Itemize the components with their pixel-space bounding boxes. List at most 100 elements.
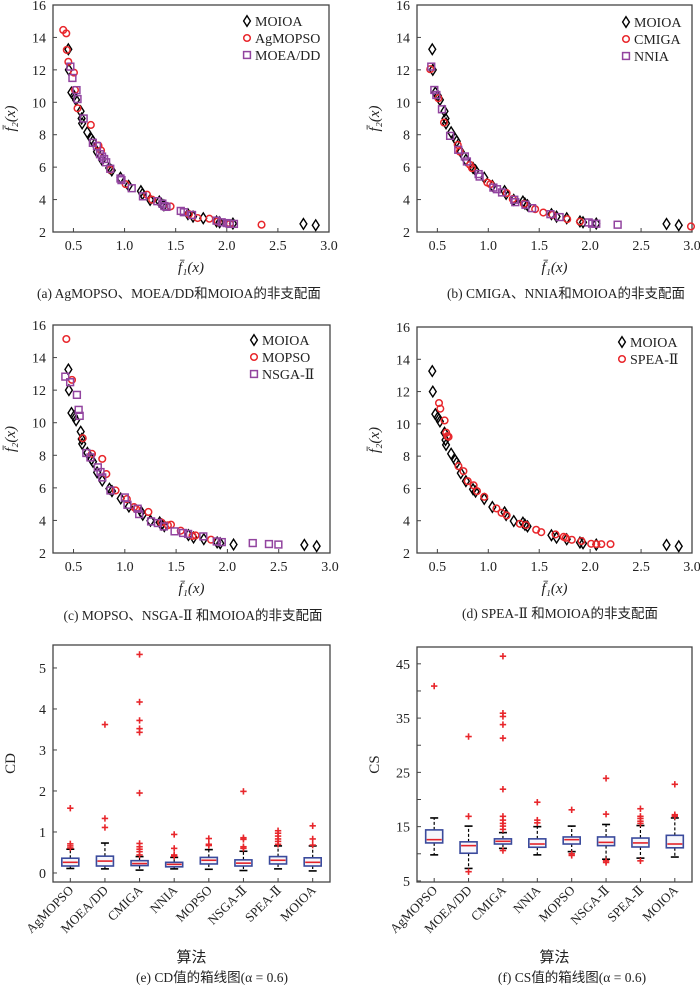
data-point-moioa [452,456,461,470]
data-point-cmiga [426,65,435,74]
data-point-spea [537,528,546,537]
data-point-nnia [613,220,622,229]
data-point-moea-dd [116,174,125,183]
data-point-agmopso [64,57,73,66]
data-point-moioa [311,218,320,232]
legend-label: CMIGA [634,33,682,48]
x-tick-label: 1.5 [167,560,185,575]
x-tick-label: 2.0 [219,560,237,575]
data-point-cmiga [575,217,585,226]
y-tick-label: 3 [39,744,46,759]
data-point-spea [480,492,489,501]
data-point-moea-dd [217,218,226,227]
y-tick-label: 14 [32,352,46,367]
x-tick-label: 3.0 [683,239,700,254]
y-tick-label: 35 [396,712,410,727]
data-point-moea-dd [212,216,221,225]
data-point-spea [444,432,453,441]
box-agmopso [61,804,80,870]
legend-item: MOIOA [249,333,310,349]
box-nnia [528,799,547,856]
data-point-cmiga [563,215,572,224]
data-point-nsga [98,473,107,482]
outlier-marker [136,698,143,706]
data-point-moea-dd [229,219,239,229]
outlier-marker [67,804,74,812]
y-tick-label: 4 [39,703,46,718]
data-point-moioa [428,364,437,378]
legend-marker-circle-icon [249,352,259,362]
y-tick-label: 12 [396,64,410,79]
y-tick-label: 5 [39,662,46,677]
data-point-nsga [217,537,226,547]
x-tick-label: 3.0 [683,560,700,575]
panel-b-pareto-front: 2 4 6 8 10 12 14 16 f̄₂(x) (b) CMIGA、NNIA和MOIOA的非… [367,0,700,301]
data-point-spea [587,539,596,548]
data-point-moioa [523,198,532,212]
data-point-moioa [98,473,107,488]
data-point-moioa [441,111,450,126]
plot-frame [52,644,331,883]
data-point-nsga [159,522,168,531]
x-tick-label: 1.0 [480,560,498,575]
legend-marker-diamond-icon [249,333,259,347]
data-point-nnia [454,145,463,154]
outlier-marker [205,835,213,842]
data-point-spea [502,511,511,520]
y-tick-label: 16 [32,319,46,334]
outlier-marker [136,717,143,724]
data-point-nsga [65,378,75,387]
data-point-nsga [248,538,257,548]
data-point-nsga [135,509,144,519]
x-tick-label: 2.5 [632,239,650,254]
data-point-moioa [229,537,238,552]
outlier-marker [240,834,247,841]
data-point-moioa [592,216,601,231]
y-tick-label: 8 [39,129,46,144]
y-tick-label: 10 [32,417,46,432]
y-tick-label: 16 [32,0,46,14]
data-point-mopso [191,531,200,540]
y-tick-label: 8 [39,449,46,464]
data-point-nsga [178,528,188,538]
outlier-marker [101,824,109,831]
data-point-nsga [72,390,82,400]
box-spea [631,805,650,865]
data-point-spea [521,521,531,530]
y-tick-label: 0 [39,867,46,882]
y-tick-label: 2 [39,785,46,800]
figure-caption: (f) CS值的箱线图(α = 0.6) [498,970,646,985]
legend: MOIOA MOPSO NSGA-Ⅱ [249,333,314,383]
outlier-marker [136,789,143,797]
x-axis-label: f̄₁(x) [541,581,567,597]
data-point-mopso [62,334,71,344]
outlier-marker [170,851,178,859]
x-tick-label: 1.0 [480,239,498,254]
data-point-agmopso [148,195,157,204]
data-point-moea-dd [153,197,162,206]
y-tick-label: 6 [403,482,410,497]
data-point-nnia [427,62,436,71]
outlier-marker [534,816,541,824]
x-tick-label: 2.0 [581,560,599,575]
y-tick-label: 4 [39,514,46,529]
y-tick-label: 12 [32,384,46,399]
data-point-moea-dd [79,114,88,123]
x-tick-label: 2.5 [270,560,288,575]
x-axis-label: 算法 [176,948,206,966]
legend-marker-diamond-icon [242,14,252,28]
y-tick-label: 12 [396,386,410,401]
legend-label: AgMOPSO [255,32,320,47]
data-point-nsga [264,539,274,549]
data-point-nsga [199,532,208,541]
y-tick-label: 16 [396,321,410,336]
data-point-cmiga [502,189,511,198]
outlier-marker [602,857,610,865]
y-tick-label: 4 [403,194,410,209]
outlier-marker [465,868,472,875]
series-nnia [427,62,622,229]
data-point-mopso [78,434,87,443]
legend-item: MOIOA [621,15,682,31]
data-point-moioa [461,474,471,488]
data-point-moioa [456,466,466,480]
